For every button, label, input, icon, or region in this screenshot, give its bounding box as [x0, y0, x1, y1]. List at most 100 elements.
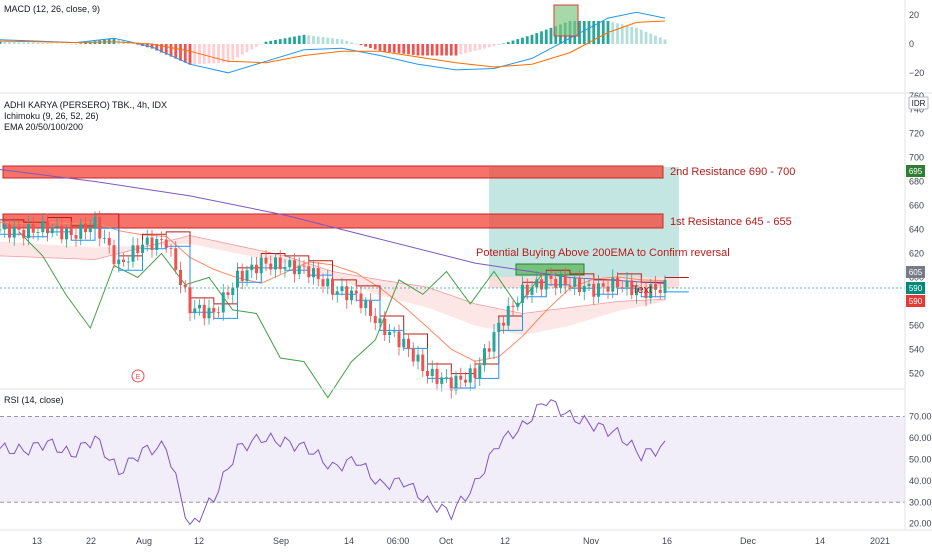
macd-histogram-bar [312, 35, 315, 44]
time-tick-label: 12 [500, 536, 510, 546]
candle-body [606, 286, 610, 292]
candle-body [445, 377, 448, 379]
macd-histogram-bar [421, 44, 425, 56]
candle-body [55, 225, 59, 228]
candle-body [231, 287, 235, 296]
macd-histogram-bar [150, 44, 154, 49]
macd-histogram-bar [174, 44, 178, 59]
price-tick-label: 540 [909, 345, 924, 355]
rsi-tick-label: 60.00 [909, 433, 932, 443]
time-tick-label: 14 [815, 536, 825, 546]
candle-body [644, 288, 648, 299]
candle-body [169, 248, 173, 249]
macd-histogram-bar [354, 43, 358, 45]
candle-body [511, 305, 515, 307]
text-label: Text [632, 284, 652, 296]
macd-histogram-bar [264, 41, 268, 44]
macd-histogram-bar [473, 44, 477, 51]
macd-histogram-bar [578, 20, 581, 44]
macd-histogram-bar [459, 44, 463, 55]
candle-body [283, 267, 287, 270]
candle-body [17, 226, 21, 230]
ema-label: EMA 20/50/100/200 [4, 122, 83, 132]
macd-histogram-bar [302, 34, 306, 44]
macd-line [0, 11, 666, 74]
macd-histogram-bar [46, 43, 49, 44]
macd-histogram-bar [373, 44, 377, 50]
candle-body [79, 223, 83, 239]
macd-histogram-bar [644, 31, 648, 44]
candle-body [654, 284, 657, 290]
chikou-span [18, 231, 542, 399]
candle-body [112, 245, 116, 265]
ichimoku-cloud [0, 235, 666, 336]
macd-histogram-bar [540, 31, 543, 44]
price-pane[interactable]: 2nd Resistance 690 - 700 1st Resistance … [0, 100, 905, 399]
macd-histogram-bar [383, 44, 387, 52]
candle-body [582, 286, 586, 292]
candle-body [601, 283, 605, 287]
candle-body [3, 224, 7, 230]
candle-body [535, 279, 539, 288]
price-badges: 695 605 590 590 [906, 165, 925, 307]
candle-body [193, 308, 197, 314]
macd-histogram-bar [259, 44, 263, 45]
candle-body [487, 348, 491, 352]
candle-body [179, 269, 182, 285]
time-tick-label: 06:00 [387, 536, 410, 546]
currency-label: IDR [912, 99, 926, 108]
macd-histogram-bar [221, 44, 225, 63]
macd-histogram-bar [79, 43, 83, 44]
candle-body [592, 283, 596, 297]
macd-histogram-bar [288, 37, 292, 44]
macd-histogram-bar [169, 44, 173, 57]
rsi-label: RSI (14, close) [4, 395, 64, 405]
price-tick-label: 680 [909, 176, 924, 186]
candle-body [421, 354, 425, 372]
macd-histogram-bar [506, 41, 510, 44]
macd-histogram-bar [426, 44, 429, 56]
rsi-pane[interactable]: RSI (14, close) [0, 395, 905, 526]
resistance-2-label: 2nd Resistance 690 - 700 [670, 166, 795, 178]
candle-body [103, 237, 106, 239]
candle-body [359, 293, 363, 309]
candle-body [630, 280, 634, 296]
candle-body [122, 259, 125, 262]
rsi-axis: 70.00 60.00 50.00 40.00 30.00 20.00 [909, 411, 932, 528]
candle-body [554, 278, 558, 288]
time-tick-label: 16 [662, 536, 672, 546]
macd-histogram-bar [487, 44, 491, 48]
macd-histogram-bar [160, 44, 163, 53]
candle-body [88, 227, 92, 233]
macd-pane[interactable]: MACD (12, 26, close, 9) [0, 4, 667, 74]
candle-body [278, 257, 282, 270]
macd-histogram-bar [587, 20, 591, 44]
candle-body [544, 275, 548, 290]
macd-histogram [0, 20, 667, 65]
candle-body [468, 368, 472, 383]
macd-histogram-bar [250, 44, 254, 50]
macd-histogram-bar [516, 39, 520, 44]
candle-body [74, 235, 78, 239]
candle-body [530, 287, 534, 295]
macd-histogram-bar [402, 44, 406, 54]
macd-histogram-bar [212, 44, 216, 64]
candle-body [321, 279, 325, 287]
candle-body [264, 257, 268, 264]
macd-histogram-bar [8, 41, 11, 44]
macd-histogram-bar [397, 44, 401, 54]
candle-body [8, 224, 11, 238]
candle-body [430, 368, 434, 377]
macd-histogram-bar [430, 44, 434, 56]
price-badge-label: 590 [909, 284, 923, 293]
macd-histogram-bar [112, 38, 116, 44]
candle-body [183, 284, 187, 288]
rsi-tick-label: 70.00 [909, 411, 932, 421]
price-badge-label: 695 [909, 167, 923, 176]
macd-histogram-bar [27, 42, 30, 44]
candle-body [50, 227, 54, 234]
candle-body [312, 268, 315, 278]
candle-body [136, 245, 140, 254]
candle-body [27, 224, 30, 239]
